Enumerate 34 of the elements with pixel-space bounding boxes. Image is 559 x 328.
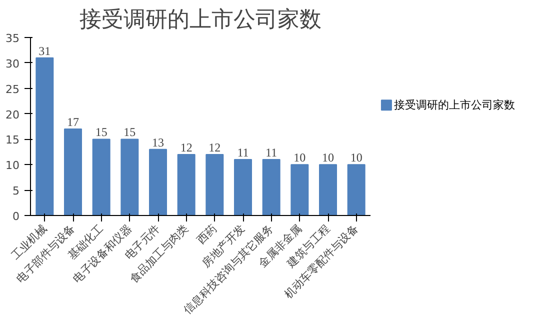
data-label: 31	[38, 44, 51, 58]
y-tick-label: 10	[6, 159, 20, 172]
data-label: 13	[152, 135, 164, 150]
data-label: 12	[208, 140, 221, 154]
data-label: 15	[95, 125, 108, 140]
y-tick-label: 25	[6, 82, 20, 96]
bar	[347, 164, 366, 216]
bar	[206, 154, 224, 216]
y-tick-label: 0	[12, 210, 20, 223]
bar	[92, 138, 110, 216]
chart-title: 接受调研的上市公司家数	[80, 8, 322, 32]
data-label: 15	[124, 125, 136, 140]
bar	[64, 128, 82, 216]
y-tick-label: 20	[6, 108, 20, 122]
data-label: 10	[350, 150, 362, 165]
data-label: 10	[294, 150, 306, 165]
bar	[262, 159, 280, 216]
bar	[177, 154, 196, 216]
y-tick-label: 15	[6, 134, 20, 147]
data-label: 11	[237, 146, 249, 160]
data-label: 17	[67, 115, 79, 130]
bar	[149, 148, 167, 216]
data-label: 12	[180, 140, 192, 154]
bar	[234, 159, 252, 216]
y-tick-label: 5	[12, 184, 20, 198]
bar	[36, 57, 54, 216]
data-label: 10	[322, 150, 334, 165]
legend-label: 接受调研的上市公司家数	[394, 98, 516, 112]
bar	[319, 164, 337, 216]
y-tick-label: 30	[6, 57, 20, 70]
bar	[120, 138, 139, 216]
bar	[290, 164, 309, 216]
data-label: 11	[266, 146, 278, 160]
y-tick-label: 35	[6, 32, 20, 45]
